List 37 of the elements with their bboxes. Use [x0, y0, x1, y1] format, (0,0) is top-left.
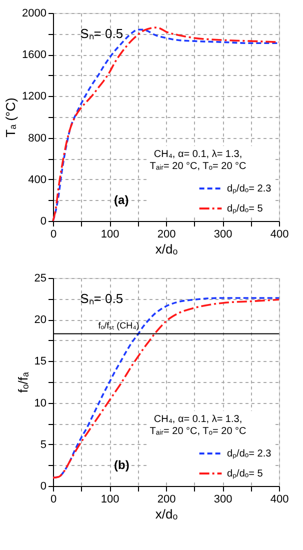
legend-title: CH₄, α= 0.1, λ= 1.3, Tₐᵢᵣ= 20 °C, Tₒ= 20 °C	[150, 414, 246, 437]
x-tick-label: 100	[100, 228, 120, 240]
annotation: Sₙ= 0.5	[80, 26, 124, 41]
y-tick-label: 1600	[22, 49, 46, 62]
x-tick-label: 200	[157, 494, 176, 506]
x-tick-label: 200	[157, 228, 176, 240]
legend-title: CH₄, α= 0.1, λ= 1.3, Tₐᵢᵣ= 20 °C, Tₒ= 20 °C	[150, 149, 246, 172]
x-tick-label: 300	[214, 228, 232, 240]
x-tick-label: 300	[214, 494, 232, 506]
y-tick-label: 0	[40, 216, 46, 228]
x-tick-label: 400	[270, 228, 289, 240]
y-tick-label: 10	[34, 397, 46, 410]
legend-label: dₚ/dₒ= 2.3	[227, 184, 272, 194]
annotation: (a)	[114, 193, 129, 208]
y-tick-label: 400	[28, 174, 46, 186]
y-tick-label: 1200	[22, 90, 46, 103]
y-tick-label: 800	[28, 132, 46, 144]
x-axis-title: x/dₒ	[155, 242, 178, 256]
legend-label: dₚ/dₒ= 2.3	[227, 448, 272, 460]
y-tick-label: 5	[40, 438, 46, 451]
y-axis-title: fₒ/fₐ	[15, 372, 30, 393]
legend-label: dₚ/dₒ= 5	[227, 468, 264, 480]
y-tick-label: 25	[34, 272, 46, 284]
y-tick-label: 2000	[22, 8, 46, 20]
y-axis-title: Tₐ (°C)	[3, 98, 18, 138]
x-tick-label: 0	[50, 228, 57, 240]
annotation: Sₙ= 0.5	[80, 290, 124, 306]
x-tick-label: 0	[50, 494, 57, 506]
ref-line-label: fₒ/fₛₜ (CH₄)	[98, 320, 140, 331]
annotation: (b)	[114, 458, 130, 472]
x-tick-label: 100	[100, 494, 120, 506]
legend-label: dₚ/dₒ= 5	[227, 204, 264, 214]
x-tick-label: 400	[270, 494, 289, 506]
y-tick-label: 15	[34, 356, 46, 368]
y-tick-label: 0	[40, 480, 46, 492]
x-axis-title: x/dₒ	[155, 506, 178, 522]
y-tick-label: 20	[34, 314, 46, 326]
